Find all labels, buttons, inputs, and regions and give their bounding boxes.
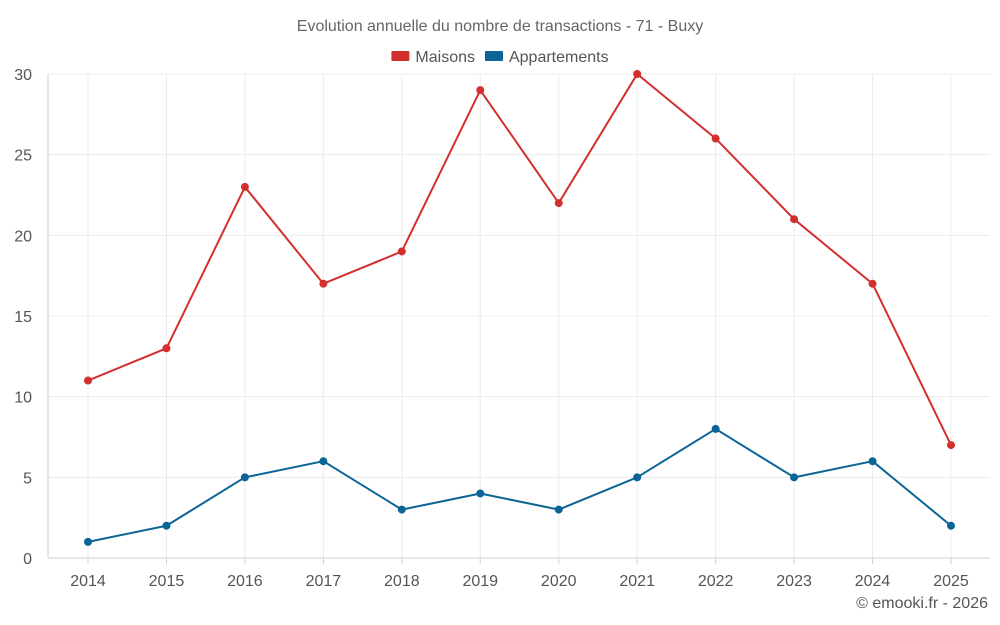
- legend-item-appartements[interactable]: Appartements: [484, 49, 609, 66]
- data-point-appartements[interactable]: [868, 457, 877, 466]
- data-point-maisons[interactable]: [947, 441, 955, 450]
- y-tick-label: 10: [14, 390, 32, 407]
- data-point-appartements[interactable]: [240, 473, 249, 482]
- data-point-appartements[interactable]: [319, 457, 328, 466]
- y-tick-label: 5: [23, 470, 32, 487]
- data-point-appartements[interactable]: [554, 505, 563, 514]
- data-point-appartements[interactable]: [711, 424, 720, 433]
- x-tick-label: 2022: [698, 573, 734, 590]
- data-point-maisons[interactable]: [84, 376, 92, 385]
- legend-swatch: [391, 51, 410, 61]
- data-point-appartements[interactable]: [476, 489, 485, 498]
- credit-text: © emooki.fr - 2026: [856, 595, 988, 612]
- legend: Maisons Appartements: [391, 49, 609, 66]
- chart-title: Evolution annuelle du nombre de transact…: [297, 18, 703, 35]
- data-point-maisons[interactable]: [554, 199, 563, 208]
- y-tick-label: 30: [14, 67, 32, 84]
- data-point-maisons[interactable]: [240, 182, 249, 191]
- x-tick-label: 2015: [149, 573, 185, 590]
- legend-label: Appartements: [509, 49, 609, 66]
- x-tick-label: 2017: [306, 573, 342, 590]
- y-tick-label: 0: [23, 551, 32, 568]
- legend-swatch: [484, 51, 503, 61]
- series-layer: [84, 70, 955, 546]
- y-tick-label: 15: [14, 309, 32, 326]
- data-point-maisons[interactable]: [633, 70, 642, 78]
- data-point-maisons[interactable]: [476, 86, 485, 95]
- data-point-maisons[interactable]: [711, 134, 720, 143]
- legend-label: Maisons: [415, 49, 475, 66]
- x-tick-label: 2014: [70, 573, 106, 590]
- data-point-maisons[interactable]: [162, 344, 171, 353]
- data-point-maisons[interactable]: [868, 279, 877, 288]
- x-tick-label: 2023: [776, 573, 812, 590]
- x-tick-label: 2019: [462, 573, 498, 590]
- data-point-appartements[interactable]: [633, 473, 642, 482]
- data-point-maisons[interactable]: [790, 215, 799, 224]
- data-point-appartements[interactable]: [162, 521, 171, 530]
- data-point-appartements[interactable]: [790, 473, 799, 482]
- legend-item-maisons[interactable]: Maisons: [391, 49, 475, 66]
- data-point-appartements[interactable]: [947, 521, 955, 530]
- data-point-appartements[interactable]: [397, 505, 406, 514]
- x-tick-label: 2021: [619, 573, 655, 590]
- y-tick-label: 25: [14, 148, 32, 165]
- data-point-appartements[interactable]: [84, 537, 92, 546]
- data-point-maisons[interactable]: [397, 247, 406, 256]
- x-tick-label: 2025: [933, 573, 969, 590]
- x-tick-label: 2016: [227, 573, 263, 590]
- data-point-maisons[interactable]: [319, 279, 328, 288]
- y-tick-label: 20: [14, 228, 32, 245]
- x-tick-label: 2018: [384, 573, 420, 590]
- x-tick-label: 2024: [855, 573, 891, 590]
- series-line-maisons: [87, 73, 952, 446]
- series-line-appartements: [87, 427, 952, 543]
- x-tick-label: 2020: [541, 573, 577, 590]
